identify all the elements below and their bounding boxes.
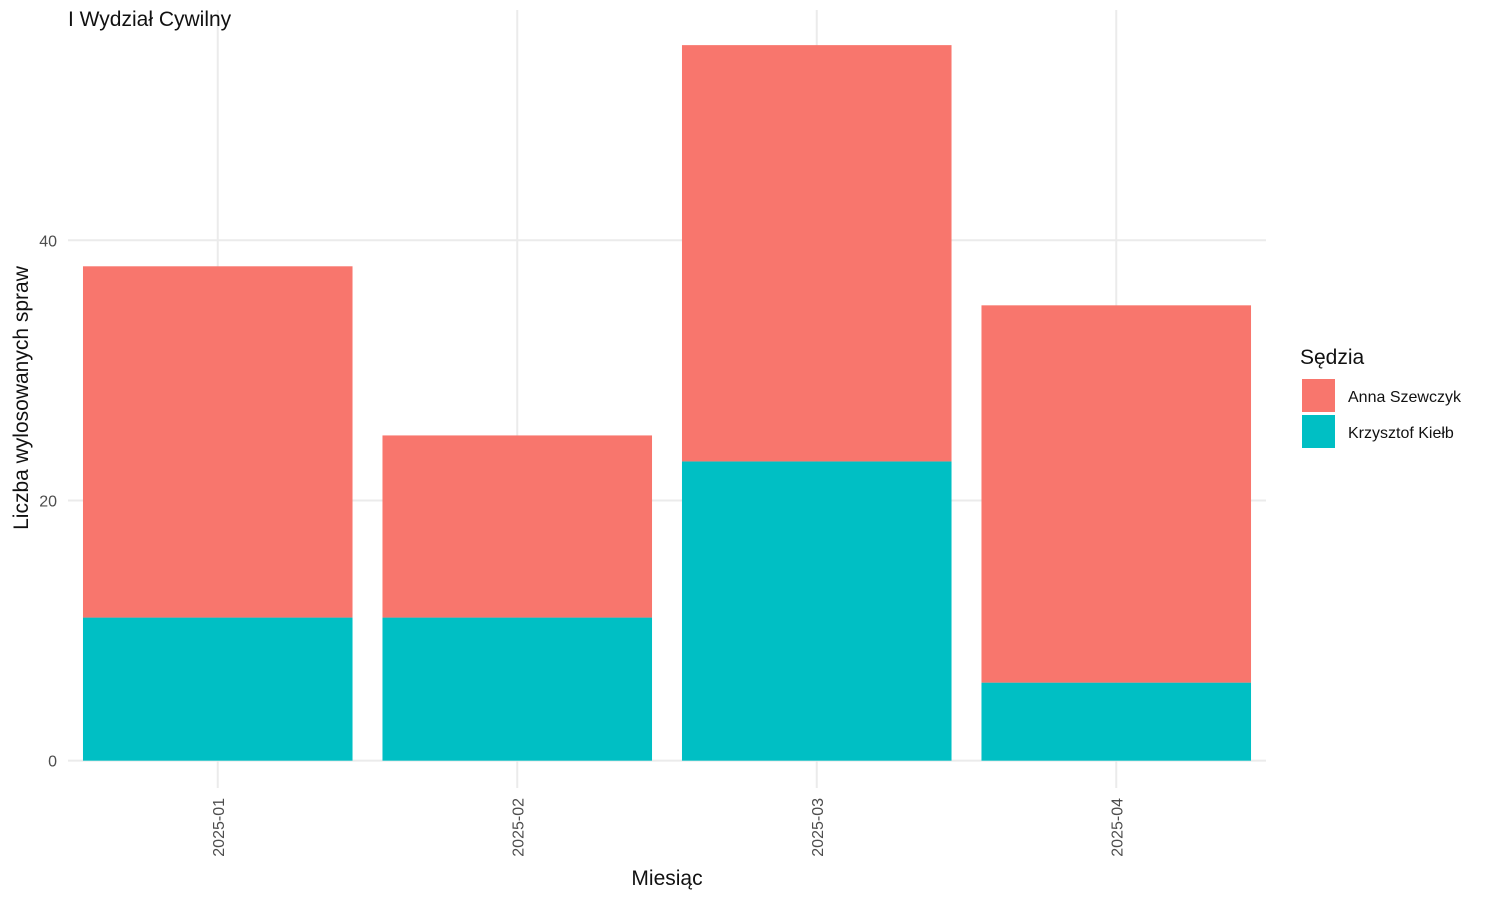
bar-segment: [82, 266, 353, 618]
legend-swatch: [1302, 415, 1335, 448]
bars: [82, 45, 1252, 761]
bar-segment: [382, 617, 653, 761]
x-tick-label: 2025-01: [211, 798, 228, 857]
y-tick-label: 20: [39, 493, 57, 510]
bar-segment: [981, 305, 1252, 683]
bar-segment: [82, 617, 353, 761]
y-tick-label: 0: [48, 754, 57, 771]
y-axis-title: Liczba wylosowanych spraw: [10, 265, 33, 530]
bar-segment: [981, 682, 1252, 761]
chart-subtitle: I Wydział Cywilny: [68, 8, 232, 31]
legend-label: Anna Szewczyk: [1348, 389, 1462, 406]
x-tick-label: 2025-04: [1109, 798, 1126, 857]
bar-segment: [681, 461, 952, 761]
y-tick-label: 40: [39, 233, 57, 250]
legend-label: Krzysztof Kiełb: [1348, 425, 1454, 442]
legend-items: Anna Szewczyk Krzysztof Kiełb: [1302, 379, 1462, 448]
legend-title: Sędzia: [1300, 346, 1365, 369]
x-axis-title: Miesiąc: [631, 867, 702, 890]
bar-segment: [382, 435, 653, 618]
y-axis-ticks: 0 20 40: [39, 233, 57, 770]
legend-swatch: [1302, 379, 1335, 412]
bar-segment: [681, 45, 952, 462]
x-tick-label: 2025-02: [510, 798, 527, 857]
legend: Sędzia Anna Szewczyk Krzysztof Kiełb: [1300, 346, 1462, 448]
x-axis-ticks: 2025-01 2025-02 2025-03 2025-04: [211, 798, 1127, 857]
x-tick-label: 2025-03: [810, 798, 827, 857]
